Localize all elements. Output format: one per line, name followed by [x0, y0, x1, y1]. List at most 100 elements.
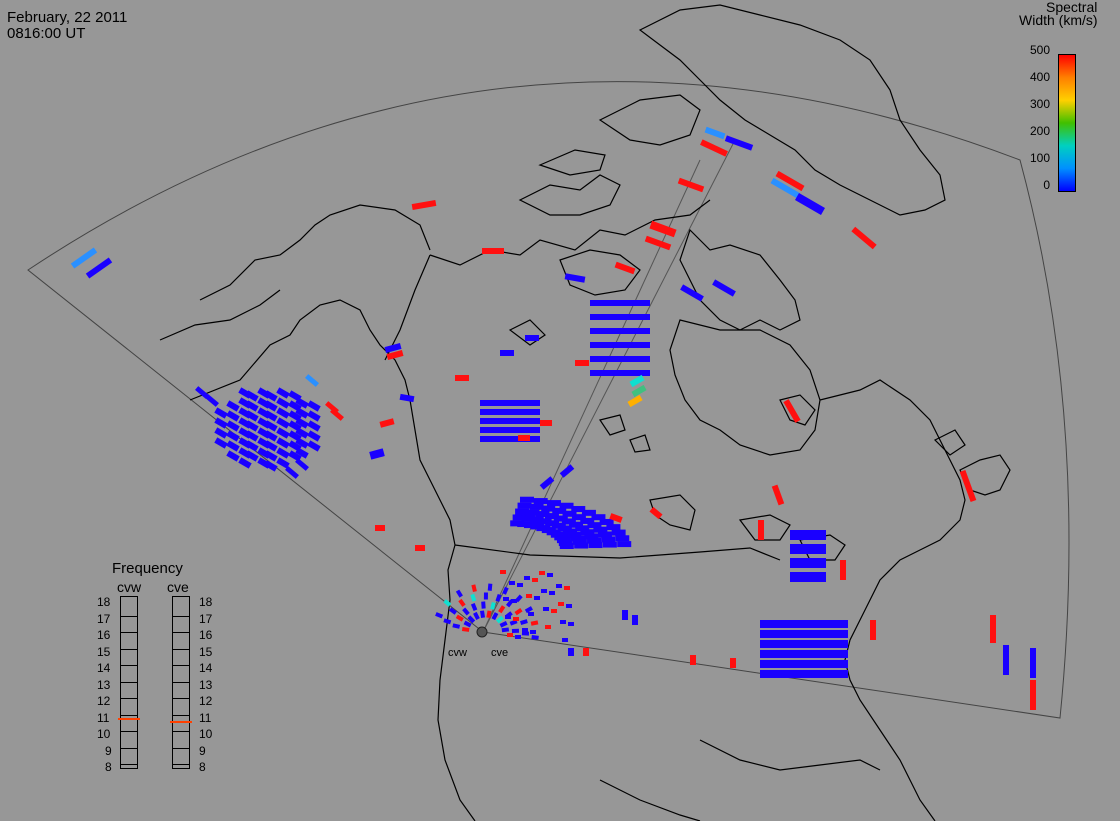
radar-echo-cell	[782, 630, 804, 638]
frequency-tick-label: 17	[199, 611, 213, 626]
frequency-gridline	[120, 731, 137, 732]
colorbar-title-line1: Spectral	[1046, 0, 1098, 15]
radar-echo-cell	[473, 611, 480, 620]
radar-echo-cell	[804, 660, 826, 668]
radar-echo-cell	[435, 612, 444, 619]
radar-echo-cell	[264, 400, 278, 412]
radar-echo-cell	[990, 615, 996, 643]
radar-echo-cell	[500, 409, 510, 415]
radar-echo-cell	[602, 328, 614, 334]
frequency-tick-label: 13	[199, 677, 213, 692]
radar-echo-cell	[602, 342, 614, 348]
frequency-gridline	[172, 747, 189, 749]
radar-echo-cell	[571, 506, 586, 513]
radar-echo-cell	[530, 427, 540, 433]
radar-echo-cell	[606, 524, 621, 531]
radar-echo-cell	[264, 390, 278, 402]
radar-echo-cell	[802, 558, 814, 568]
radar-echo-cell	[514, 608, 523, 616]
frequency-tick-label: 15	[97, 644, 111, 659]
radar-echo-layer	[70, 126, 1036, 710]
radar-echo-cell	[569, 521, 584, 528]
radar-echo-cell	[559, 502, 574, 509]
radar-echo-cell	[602, 541, 617, 548]
radar-echo-cell	[510, 400, 520, 406]
radar-echo-cell	[597, 531, 612, 538]
radar-echo-cell	[563, 528, 578, 535]
radar-echo-cell	[615, 535, 630, 542]
radar-echo-cell	[626, 370, 638, 376]
radar-echo-cell	[587, 537, 602, 544]
frequency-tick-label: 13	[97, 677, 111, 692]
radar-echo-cell	[264, 460, 278, 472]
radar-echo-cell	[558, 602, 564, 606]
frequency-gridline	[172, 648, 189, 650]
frequency-tick-label: 9	[199, 743, 206, 758]
radar-echo-cell	[490, 601, 496, 610]
radar-echo-cell	[500, 400, 510, 406]
radar-echo-cell	[513, 617, 519, 621]
radar-echo-cell	[214, 427, 228, 439]
radar-echo-cell	[481, 601, 486, 609]
radar-echo-cell	[790, 544, 802, 554]
radar-echo-cell	[276, 417, 290, 429]
frequency-gridline	[120, 648, 137, 650]
radar-echo-cell	[559, 464, 575, 478]
radar-echo-cell	[195, 386, 209, 399]
frequency-radar-cve-label: cve	[167, 579, 189, 595]
radar-echo-cell	[455, 614, 464, 622]
frequency-tick-label: 17	[97, 611, 111, 626]
radar-echo-cell	[614, 342, 626, 348]
radar-echo-cell	[566, 604, 572, 608]
radar-echo-cell	[384, 343, 402, 353]
radar-echo-cell	[264, 450, 278, 462]
radar-echo-cell	[245, 420, 259, 432]
radar-echo-cell	[782, 650, 804, 658]
radar-echo-cell	[295, 427, 309, 439]
radar-echo-cell	[510, 436, 520, 442]
radar-echo-cell	[458, 598, 466, 607]
date-label: February, 22 2011	[7, 9, 128, 26]
radar-echo-cell	[588, 542, 603, 549]
radar-echo-cell	[562, 510, 577, 517]
radar-echo-cell	[568, 622, 574, 626]
radar-echo-cell	[760, 670, 782, 678]
radar-echo-cell	[264, 440, 278, 452]
radar-echo-cell	[549, 591, 555, 595]
radar-echo-cell	[70, 247, 98, 269]
radar-echo-cell	[276, 437, 290, 449]
radar-echo-cell	[760, 620, 782, 628]
radar-echo-cell	[560, 620, 566, 624]
radar-echo-cell	[511, 628, 520, 634]
radar-echo-cell	[782, 660, 804, 668]
radar-echo-cell	[264, 430, 278, 442]
radar-echo-cell	[490, 427, 500, 433]
radar-echo-cell	[500, 418, 510, 424]
radar-echo-cell	[1030, 648, 1036, 678]
radar-echo-cell	[826, 620, 848, 628]
radar-echo-cell	[795, 193, 825, 215]
radar-echo-cell	[572, 538, 587, 545]
radar-echo-cell	[601, 536, 616, 543]
radar-echo-cell	[760, 650, 782, 658]
radar-echo-cell	[638, 328, 650, 334]
radar-echo-cell	[638, 370, 650, 376]
radar-echo-cell	[512, 514, 527, 521]
coastline	[159, 4, 1011, 821]
frequency-gridline	[172, 731, 189, 732]
radar-echo-cell	[626, 342, 638, 348]
radar-echo-cell	[602, 314, 614, 320]
radar-echo-cell	[959, 469, 977, 503]
frequency-radar-cvw-label: cvw	[117, 579, 142, 595]
radar-echo-cell	[760, 660, 782, 668]
radar-echo-cell	[590, 370, 602, 376]
radar-echo-cell	[870, 620, 876, 640]
radar-echo-cell	[638, 314, 650, 320]
radar-echo-cell	[503, 597, 509, 601]
radar-echo-cell	[524, 576, 530, 580]
radar-echo-cell	[547, 573, 553, 577]
radar-echo-cell	[539, 476, 555, 490]
radar-echo-cell	[590, 314, 602, 320]
radar-echo-cell	[507, 633, 513, 637]
